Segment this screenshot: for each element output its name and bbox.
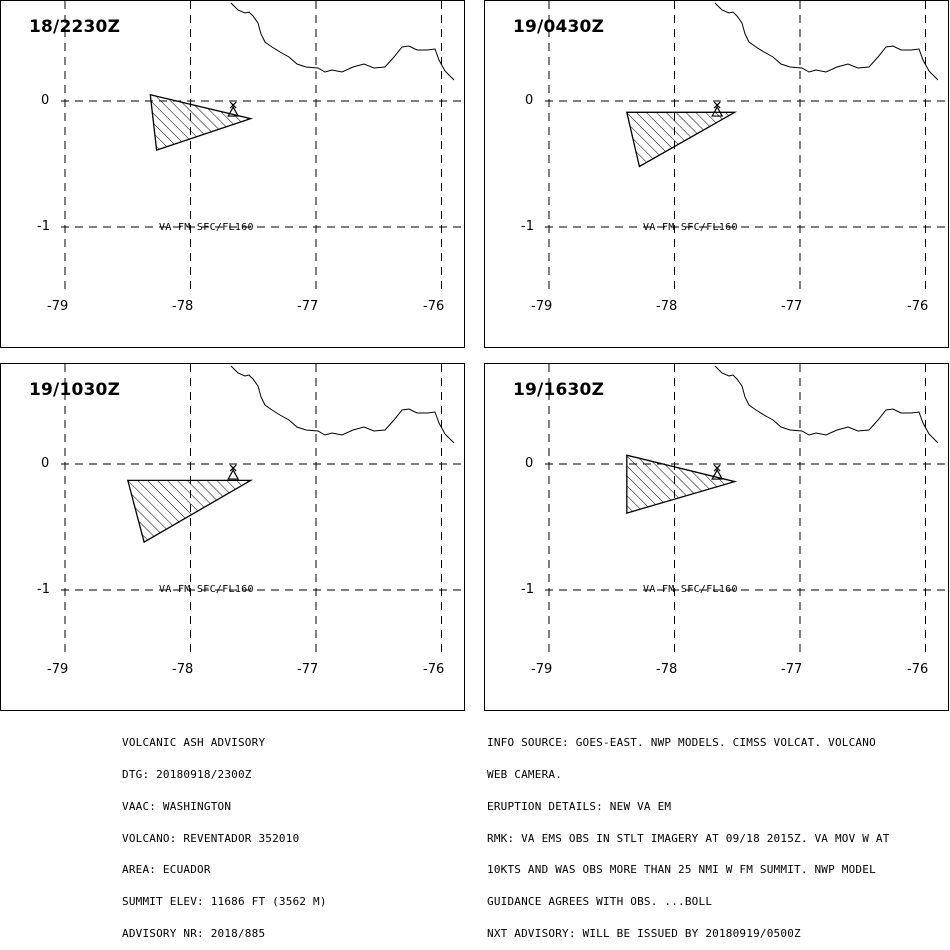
advisory-line: ERUPTION DETAILS: NEW VA EM [487,799,672,813]
map-panel-1: 18/2230Z 0 -1 -79 -78 -77 -76 VA FM SFC/… [0,0,465,348]
lon-tick-77: -77 [297,662,319,677]
lat-tick-1: -1 [37,219,50,234]
ash-layer-label: VA FM SFC/FL160 [159,222,254,233]
lat-tick-0: 0 [525,93,534,108]
map-panel-2: 19/0430Z 0 -1 -79 -78 -77 -76 VA FM SFC/… [484,0,949,348]
advisory-line: WEB CAMERA. [487,767,563,781]
advisory-line: RMK: VA EMS OBS IN STLT IMAGERY AT 09/18… [487,831,890,845]
lon-tick-79: -79 [531,299,553,314]
volcano-icon [227,464,240,480]
advisory-line: 10KTS AND WAS OBS MORE THAN 25 NMI W FM … [487,863,876,877]
ash-layer-label: VA FM SFC/FL160 [159,584,254,595]
ash-layer-label: VA FM SFC/FL160 [643,222,738,233]
lon-tick-77: -77 [297,299,319,314]
map-canvas [545,364,947,652]
lat-tick-0: 0 [41,93,50,108]
lon-tick-79: -79 [47,299,69,314]
advisory-line: VAAC: WASHINGTON [122,799,232,813]
lat-tick-1: -1 [521,219,534,234]
coastline [230,365,455,444]
advisory-line: GUIDANCE AGREES WITH OBS. ...BOLL [487,895,713,909]
advisory-remarks-block: INFO SOURCE: GOES-EAST. NWP MODELS. CIMS… [487,717,890,950]
volcano-icon [711,464,724,480]
panel-time-label: 18/2230Z [29,17,121,37]
ash-cloud-polygon [149,93,254,151]
advisory-line: VOLCANO: REVENTADOR 352010 [122,831,300,845]
panel-time-label: 19/1030Z [29,380,121,400]
advisory-line: NXT ADVISORY: WILL BE ISSUED BY 20180919… [487,926,801,940]
lat-tick-0: 0 [525,456,534,471]
coastline [714,365,939,444]
map-panel-4: 19/1630Z 0 -1 -79 -78 -77 -76 VA FM SFC/… [484,363,949,711]
lon-tick-77: -77 [781,299,803,314]
map-canvas [61,364,463,652]
ash-cloud-polygon [126,479,254,544]
volcano-icon [711,101,724,117]
ash-cloud-polygon [625,111,738,168]
lon-tick-76: -76 [423,662,445,677]
lon-tick-76: -76 [907,662,929,677]
map-canvas [61,1,463,289]
ash-cloud-polygon [626,454,738,514]
lon-tick-79: -79 [531,662,553,677]
ash-layer-label: VA FM SFC/FL160 [643,584,738,595]
advisory-line: SUMMIT ELEV: 11686 FT (3562 M) [122,895,327,909]
advisory-line: VOLCANIC ASH ADVISORY [122,736,266,750]
lat-tick-0: 0 [41,456,50,471]
advisory-line: DTG: 20180918/2300Z [122,767,252,781]
advisory-line: ADVISORY NR: 2018/885 [122,926,266,940]
lat-tick-1: -1 [521,582,534,597]
lat-tick-1: -1 [37,582,50,597]
lon-tick-76: -76 [423,299,445,314]
advisory-line: AREA: ECUADOR [122,863,211,877]
map-panel-3: 19/1030Z 0 -1 -79 -78 -77 -76 VA FM SFC/… [0,363,465,711]
map-canvas [545,1,947,289]
advisory-line: INFO SOURCE: GOES-EAST. NWP MODELS. CIMS… [487,736,876,750]
lon-tick-79: -79 [47,662,69,677]
advisory-header-block: VOLCANIC ASH ADVISORY DTG: 20180918/2300… [122,717,327,950]
lon-tick-78: -78 [656,299,678,314]
coastline [230,2,455,81]
lon-tick-78: -78 [172,299,194,314]
panel-time-label: 19/1630Z [513,380,605,400]
lon-tick-78: -78 [172,662,194,677]
volcano-icon [227,101,240,117]
lon-tick-78: -78 [656,662,678,677]
panel-time-label: 19/0430Z [513,17,605,37]
lon-tick-77: -77 [781,662,803,677]
lon-tick-76: -76 [907,299,929,314]
coastline [714,2,939,81]
